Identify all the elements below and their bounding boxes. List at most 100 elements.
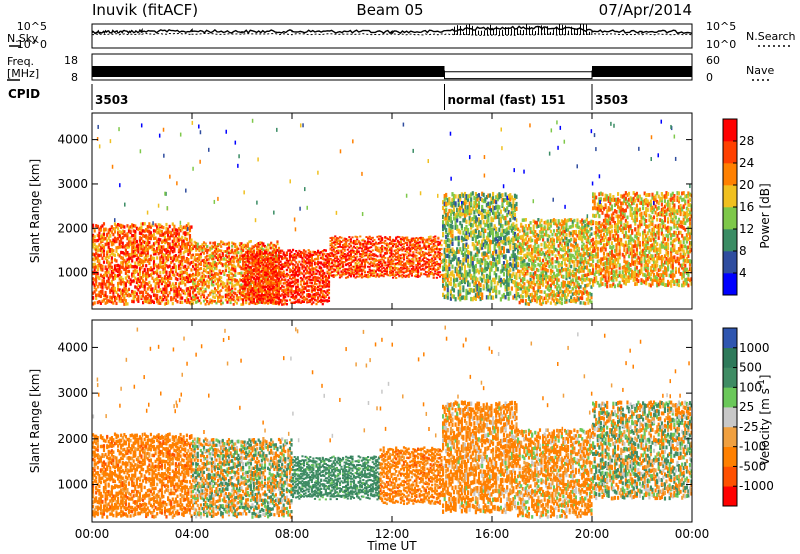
heat-cell <box>360 239 363 242</box>
heat-cell <box>424 266 427 269</box>
heat-cell <box>271 285 274 288</box>
heat-cell <box>418 253 421 256</box>
heat-cell <box>188 234 192 238</box>
heat-cell <box>432 273 435 276</box>
heat-cell <box>432 244 435 247</box>
heat-cell <box>123 282 126 287</box>
heat-cell <box>93 286 96 290</box>
heat-cell <box>463 213 467 218</box>
heat-cell <box>371 262 374 265</box>
heat-cell <box>313 252 317 256</box>
heat-cell <box>371 257 374 260</box>
heat-cell <box>177 248 181 252</box>
heat-cell <box>351 271 354 274</box>
heat-cell <box>379 249 382 252</box>
heat-cell <box>359 274 362 276</box>
heat-cell <box>367 241 370 244</box>
heat-cell <box>274 250 277 253</box>
heat-cell <box>406 274 409 277</box>
heat-cell <box>331 262 334 265</box>
heat-cell <box>177 273 181 278</box>
heat-cell <box>402 238 406 241</box>
heat-cell <box>188 228 192 233</box>
heat-cell <box>171 242 174 246</box>
heat-cell <box>462 273 465 278</box>
heat-cell <box>281 293 284 296</box>
heat-cell <box>373 269 376 272</box>
heat-cell <box>143 259 146 263</box>
heat-cell <box>223 271 226 275</box>
heat-cell <box>334 265 337 268</box>
heat-cell <box>432 236 435 239</box>
heat-cell <box>249 278 252 281</box>
heat-cell <box>326 299 329 302</box>
heat-cell <box>281 288 284 292</box>
heat-cell <box>202 247 206 250</box>
heat-cell <box>356 259 359 262</box>
heat-cell <box>452 249 456 254</box>
heat-cell <box>260 286 263 289</box>
heat-cell <box>131 289 134 294</box>
heat-cell <box>187 232 190 236</box>
heat-cell <box>137 299 140 303</box>
heat-cell <box>220 256 223 259</box>
heat-cell <box>321 274 324 277</box>
heat-cell <box>329 252 332 255</box>
heat-cell <box>359 269 362 272</box>
heat-cell <box>192 285 195 289</box>
heat-cell <box>146 247 149 251</box>
heat-cell <box>140 243 143 248</box>
heat-cell <box>398 254 401 257</box>
heat-cell <box>132 238 135 242</box>
heat-cell <box>227 241 231 245</box>
heat-cell <box>382 254 385 257</box>
heat-cell <box>296 253 299 257</box>
heat-cell <box>356 272 359 275</box>
heat-cell <box>112 227 115 231</box>
heat-cell <box>343 273 346 276</box>
heat-cell <box>121 265 124 270</box>
heat-cell <box>285 281 288 284</box>
heat-cell <box>338 243 342 246</box>
heat-cell <box>260 301 263 304</box>
heat-cell <box>113 227 117 231</box>
heat-cell <box>156 239 159 243</box>
heat-cell <box>98 231 101 235</box>
heat-cell <box>351 249 354 252</box>
heat-cell <box>371 271 374 274</box>
heat-cell <box>370 250 373 253</box>
heat-cell <box>443 266 446 272</box>
heat-cell <box>457 263 460 268</box>
heat-cell <box>426 270 429 273</box>
nave-dense-band <box>92 66 445 77</box>
heat-cell <box>98 294 101 298</box>
heat-cell <box>215 294 218 297</box>
heat-cell <box>395 274 398 277</box>
heat-cell <box>471 279 474 284</box>
heat-cell <box>306 265 309 268</box>
heat-cell <box>215 272 218 275</box>
heat-cell <box>329 268 332 271</box>
heat-cell <box>165 247 168 252</box>
heat-cell <box>268 259 271 262</box>
heat-cell <box>356 267 359 270</box>
heat-cell <box>220 240 223 244</box>
heat-cell <box>393 239 396 242</box>
heat-cell <box>127 265 131 269</box>
heat-cell <box>388 251 392 254</box>
heat-cell <box>427 236 431 238</box>
heat-cell <box>381 241 384 244</box>
heat-cell <box>379 260 382 263</box>
heat-cell <box>257 242 260 245</box>
heat-cell <box>420 273 423 276</box>
heat-cell <box>192 272 195 276</box>
heat-cell <box>288 252 292 255</box>
heat-cell <box>95 279 98 283</box>
heat-cell <box>245 268 248 271</box>
heat-cell <box>193 280 196 284</box>
heat-cell <box>142 290 145 295</box>
heat-cell <box>146 300 149 304</box>
heat-cell <box>152 250 156 254</box>
heat-cell <box>352 271 356 274</box>
heat-cell <box>251 245 254 249</box>
